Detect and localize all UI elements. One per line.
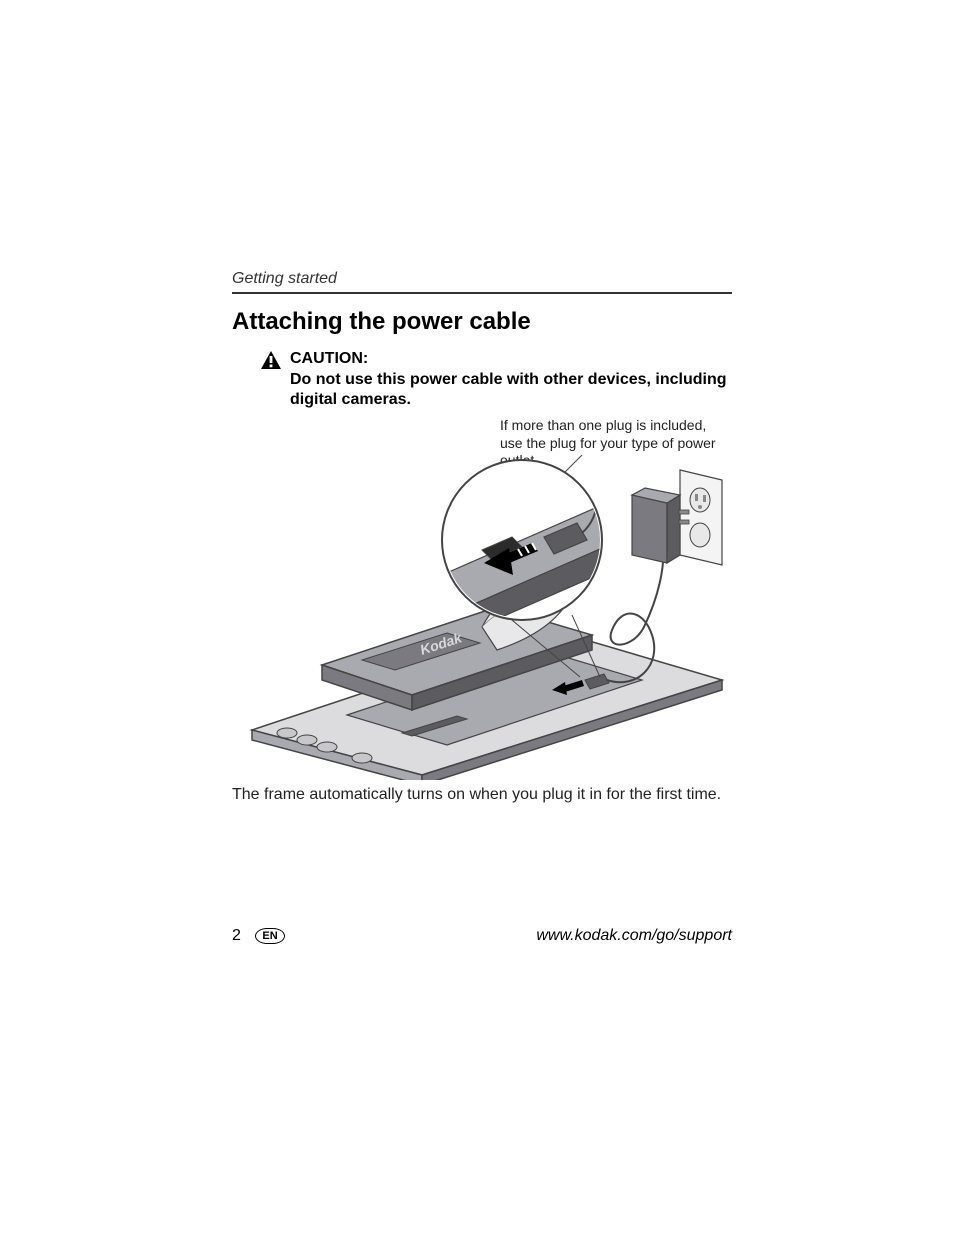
warning-icon: [260, 350, 282, 375]
caution-label: CAUTION:: [290, 350, 732, 368]
power-cable-illustration: Kodak: [232, 455, 732, 780]
page-number: 2: [232, 927, 241, 945]
after-illustration-note: The frame automatically turns on when yo…: [232, 786, 732, 804]
manual-page: Getting started Attaching the power cabl…: [0, 0, 954, 1235]
caution-block: CAUTION: Do not use this power cable wit…: [260, 350, 732, 410]
language-badge: EN: [255, 928, 284, 944]
power-adapter: [632, 488, 689, 563]
section-label: Getting started: [232, 270, 732, 294]
support-url: www.kodak.com/go/support: [536, 927, 732, 945]
content-column: Getting started Attaching the power cabl…: [232, 270, 732, 410]
caution-text: Do not use this power cable with other d…: [290, 370, 732, 410]
wall-outlet: [680, 470, 722, 565]
page-title: Attaching the power cable: [232, 308, 732, 336]
page-footer: 2 EN www.kodak.com/go/support: [232, 927, 732, 945]
